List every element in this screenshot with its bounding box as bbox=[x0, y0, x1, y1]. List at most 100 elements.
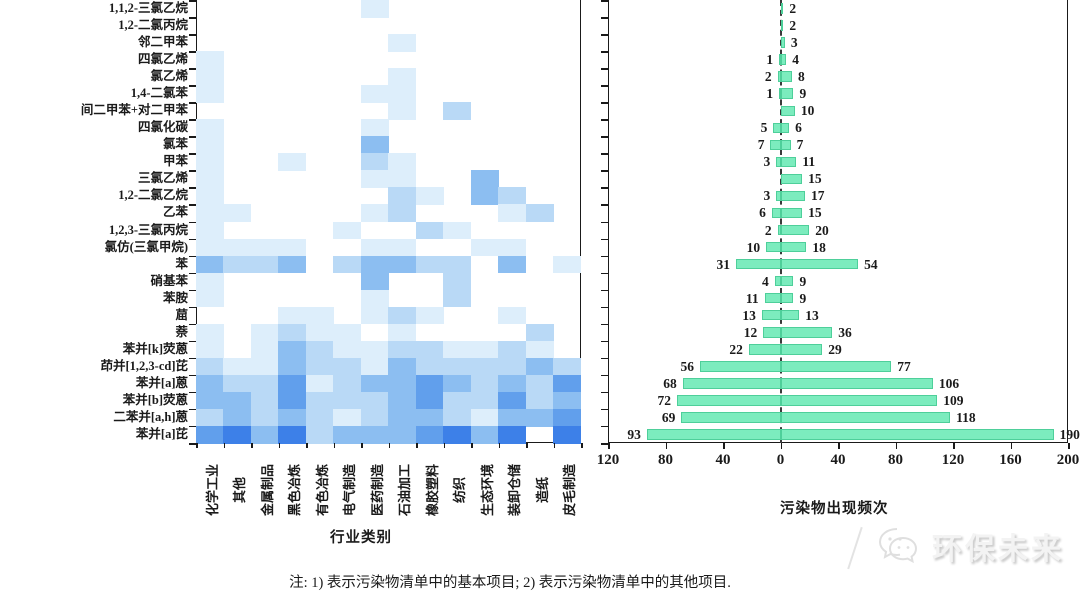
x-tick-label: 200 bbox=[1056, 452, 1080, 468]
y-tick bbox=[189, 170, 196, 172]
bar-left bbox=[771, 207, 781, 219]
heatmap-cell bbox=[388, 255, 417, 274]
heatmap-cell bbox=[250, 340, 279, 359]
heatmap-cell bbox=[443, 408, 472, 427]
bar-left bbox=[777, 224, 781, 236]
bar-right bbox=[780, 309, 800, 321]
bar-left-value: 3 bbox=[763, 154, 771, 170]
heatmap-cell bbox=[223, 374, 252, 393]
y-tick bbox=[601, 0, 608, 2]
heatmap-cell bbox=[498, 425, 527, 444]
bar-right bbox=[780, 20, 784, 31]
bar-left bbox=[677, 395, 781, 406]
bar-left bbox=[773, 122, 781, 134]
bar-left-value: 72 bbox=[657, 392, 672, 408]
row-label: 四氯乙烯 bbox=[137, 52, 188, 67]
heatmap-cell bbox=[388, 425, 417, 444]
heatmap-cell bbox=[305, 425, 334, 444]
heatmap-cell bbox=[443, 289, 472, 308]
heatmap-cell bbox=[388, 187, 417, 206]
y-tick bbox=[189, 221, 196, 223]
heatmap-cell bbox=[278, 391, 307, 410]
heatmap-cell bbox=[498, 204, 527, 223]
heatmap-cell bbox=[278, 153, 307, 171]
bar-left bbox=[770, 139, 781, 151]
x-tick-label: 160 bbox=[999, 452, 1022, 468]
heatmap-cell bbox=[360, 272, 389, 291]
heatmap-cell bbox=[278, 357, 307, 376]
heatmap-cell bbox=[278, 255, 307, 274]
heatmap-cell bbox=[360, 238, 389, 257]
bar-right-value: 29 bbox=[828, 341, 842, 357]
heatmap-cell bbox=[223, 255, 252, 274]
bar-right bbox=[780, 224, 810, 236]
heatmap-cell bbox=[553, 357, 582, 376]
heatmap-cell bbox=[195, 153, 224, 171]
heatmap-cell bbox=[278, 323, 307, 342]
heatmap-cell bbox=[388, 153, 417, 171]
bar-right bbox=[780, 241, 807, 253]
heatmap-cell bbox=[305, 306, 334, 325]
row-label: 四氯化碳 bbox=[137, 120, 188, 135]
heatmap-cell bbox=[470, 238, 499, 257]
x-tick bbox=[388, 443, 390, 448]
heatmap-cell bbox=[195, 68, 224, 86]
x-tick-label: 120 bbox=[941, 452, 965, 468]
bar-right-value: 9 bbox=[799, 290, 807, 306]
heatmap-cell bbox=[388, 85, 417, 103]
heatmap-cell bbox=[470, 391, 499, 410]
bar-left bbox=[777, 71, 781, 82]
heatmap-cell bbox=[250, 323, 279, 342]
row-label: 1,2-二氯丙烷 bbox=[118, 18, 188, 33]
heatmap-cell bbox=[195, 221, 224, 240]
heatmap-cell bbox=[360, 153, 389, 171]
x-tick-label: 80 bbox=[888, 452, 903, 468]
bar-left bbox=[682, 378, 781, 389]
y-tick bbox=[601, 153, 608, 155]
heatmap-cell bbox=[360, 289, 389, 308]
industry-label: 装卸仓储 bbox=[507, 464, 523, 517]
heatmap-cell bbox=[470, 170, 499, 188]
heatmap-cell bbox=[333, 255, 362, 274]
row-label: 氯苯 bbox=[162, 137, 188, 152]
bar-left-value: 10 bbox=[746, 239, 761, 255]
x-tick bbox=[306, 443, 308, 448]
heatmap-cell bbox=[278, 425, 307, 444]
bar-left-value: 4 bbox=[762, 273, 769, 289]
x-tick bbox=[443, 443, 445, 448]
heatmap-cell bbox=[443, 374, 472, 393]
row-label: 1,2-二氯乙烷 bbox=[118, 188, 188, 203]
heatmap-cell bbox=[223, 425, 252, 444]
bar-left bbox=[774, 275, 781, 287]
bar-left bbox=[735, 258, 781, 270]
y-tick bbox=[189, 255, 196, 258]
heatmap-cell bbox=[360, 170, 389, 188]
row-label: 萘 bbox=[175, 324, 188, 339]
bar-right-value: 7 bbox=[796, 137, 804, 153]
heatmap-cell bbox=[553, 391, 582, 410]
y-tick bbox=[189, 51, 196, 53]
row-label: 氯乙烯 bbox=[150, 69, 188, 84]
heatmap-cell bbox=[195, 136, 224, 154]
heatmap-cell bbox=[498, 340, 527, 359]
bar-left-value: 1 bbox=[766, 52, 774, 68]
heatmap-cell bbox=[498, 187, 527, 206]
bar-right-value: 118 bbox=[956, 409, 976, 425]
heatmap-cell bbox=[223, 391, 252, 410]
bar-right-value: 17 bbox=[810, 188, 825, 204]
bar-right-value: 15 bbox=[808, 205, 822, 221]
industry-label: 金属制品 bbox=[259, 464, 275, 517]
heatmap-cell bbox=[195, 272, 224, 291]
heatmap-cell bbox=[305, 374, 334, 393]
bar-right bbox=[780, 429, 1054, 440]
x-tick bbox=[498, 443, 500, 448]
heatmap-cell bbox=[415, 187, 444, 206]
watermark-text: 环保未来 bbox=[932, 533, 1064, 566]
bar-right bbox=[780, 292, 794, 304]
bar-right-value: 106 bbox=[938, 375, 960, 391]
heatmap-cell bbox=[498, 238, 527, 257]
row-label: 1,1,2-三氯乙烷 bbox=[108, 1, 188, 16]
bar-right-value: 9 bbox=[799, 273, 807, 289]
heatmap-cell bbox=[333, 323, 362, 342]
